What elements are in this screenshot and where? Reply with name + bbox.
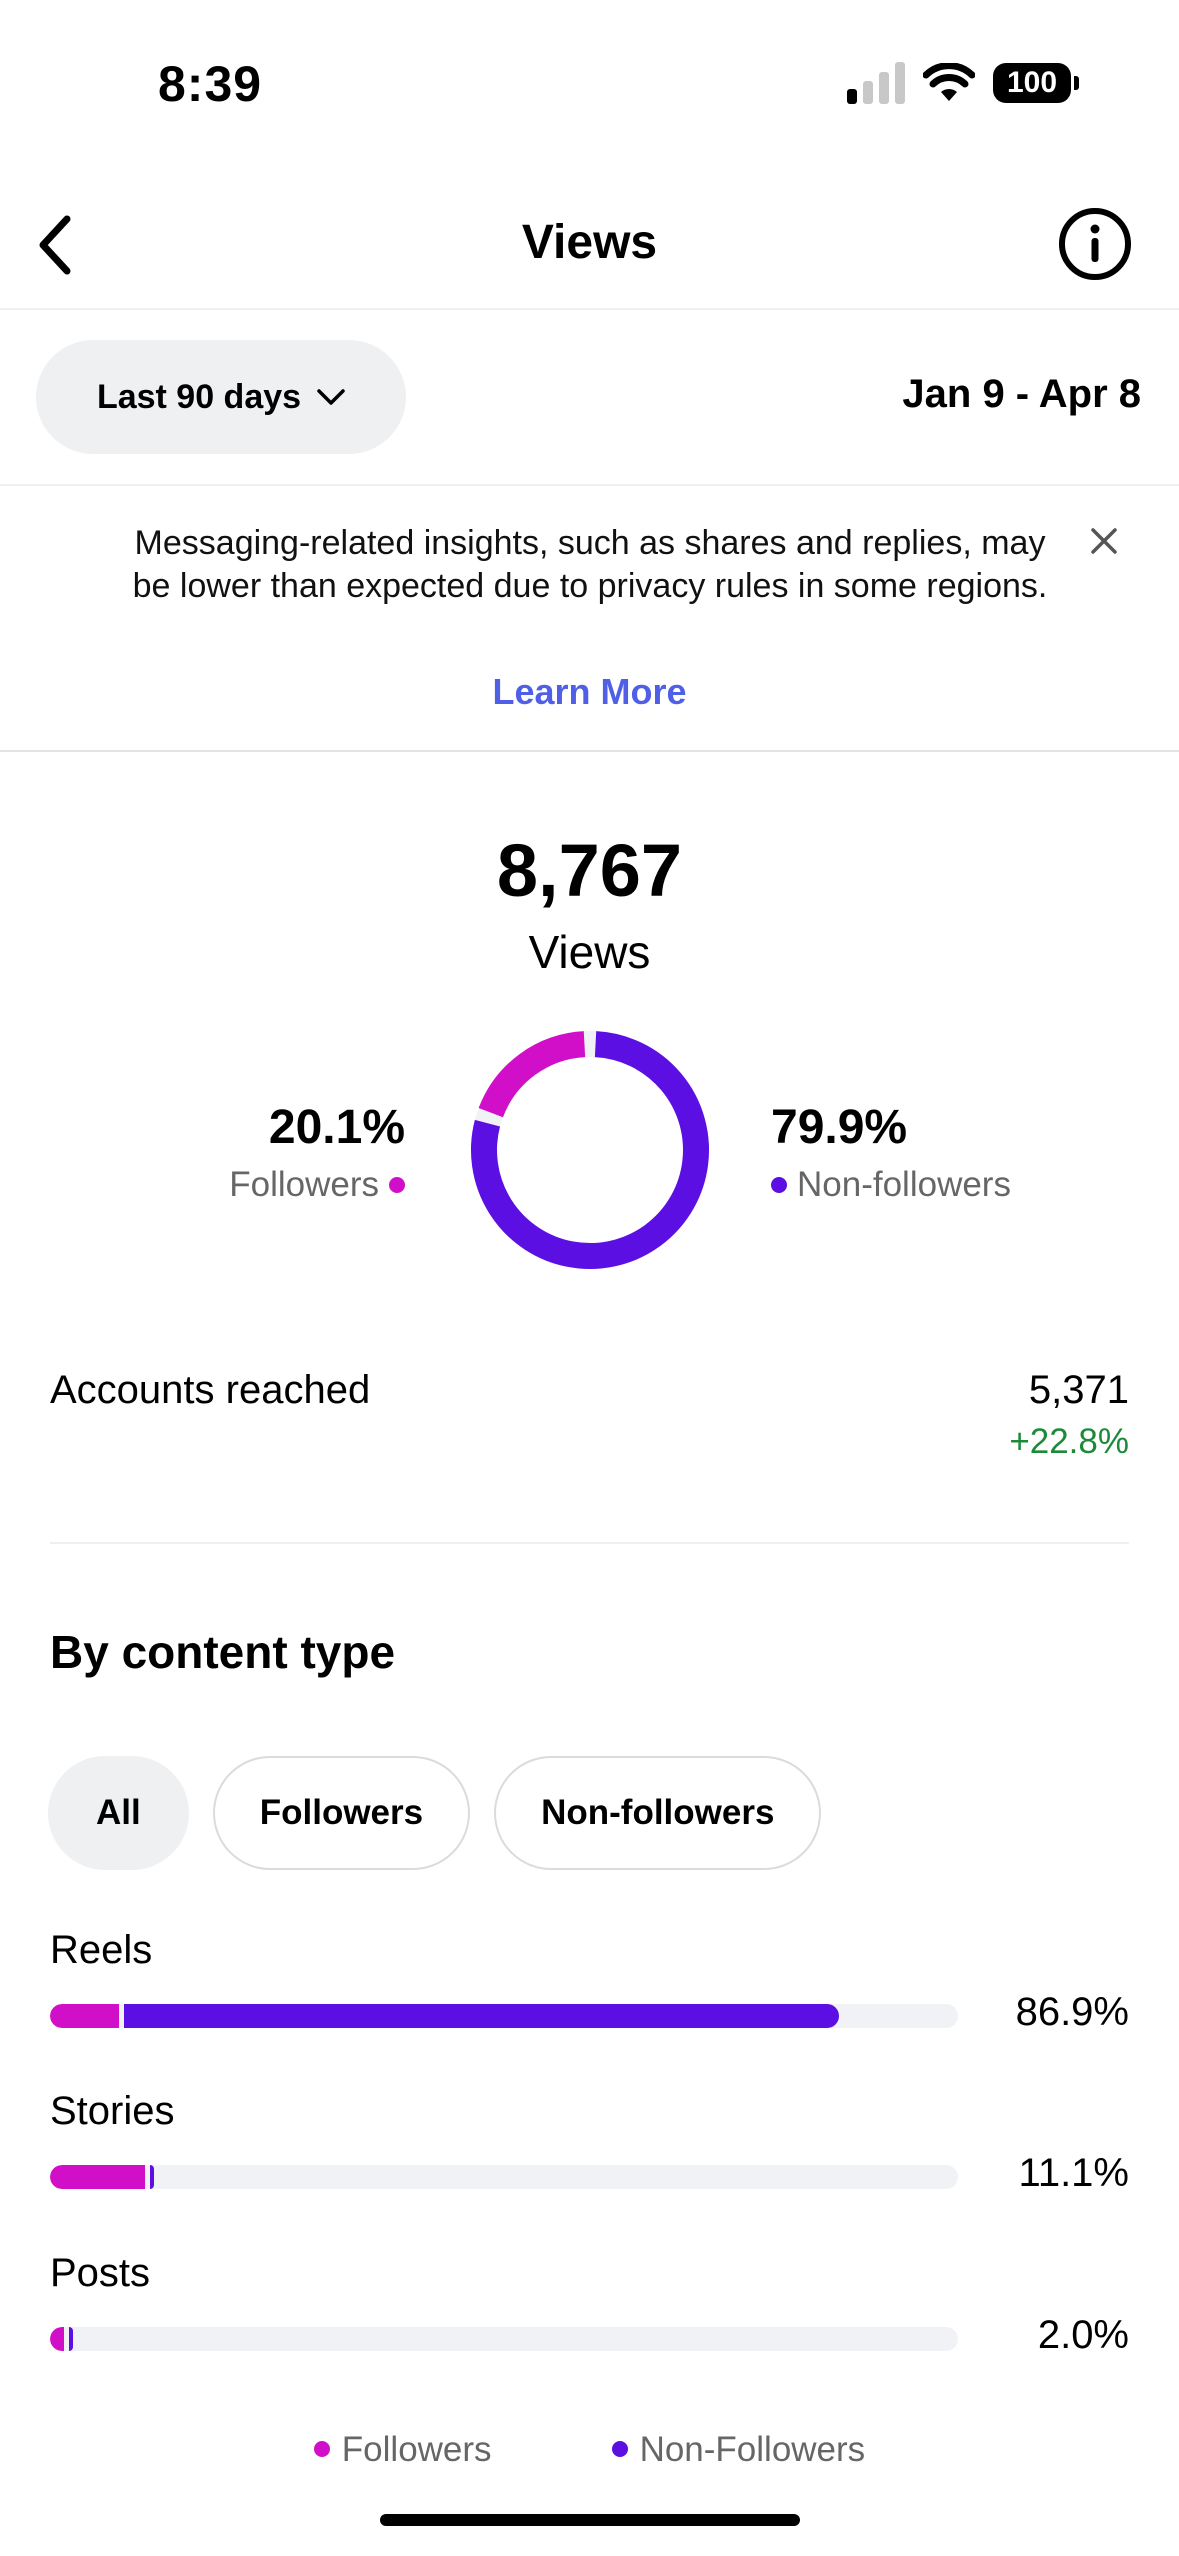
- close-icon: [1091, 528, 1117, 554]
- filter-nonfollowers[interactable]: Non-followers: [494, 1756, 822, 1870]
- bar-segment-nonfollowers: [150, 2165, 155, 2189]
- filter-all[interactable]: All: [48, 1756, 189, 1870]
- banner-text: Messaging-related insights, such as shar…: [132, 524, 1048, 605]
- followers-dot-icon: [389, 1177, 405, 1193]
- legend-item-followers: Followers: [313, 2428, 492, 2463]
- bar-segment-nonfollowers: [68, 2327, 73, 2351]
- date-range-label: Jan 9 - Apr 8: [902, 372, 1141, 416]
- date-range-row: Last 90 days Jan 9 - Apr 8: [0, 310, 1179, 486]
- legend-dot-icon: [313, 2441, 330, 2457]
- content-bar-track: [50, 2004, 958, 2028]
- accounts-reached-label: Accounts reached: [50, 1368, 371, 1412]
- home-indicator[interactable]: [380, 2514, 800, 2526]
- back-button[interactable]: [20, 210, 90, 280]
- wifi-icon: [923, 63, 975, 101]
- date-range-selected: Last 90 days: [96, 377, 302, 416]
- nav-bar: Views: [0, 180, 1179, 310]
- followers-label: Followers: [229, 1165, 379, 1204]
- bar-segment-followers: [50, 2327, 64, 2351]
- legend-item-nonfollowers: Non-Followers: [611, 2428, 866, 2463]
- chevron-down-icon: [317, 389, 345, 405]
- status-icons: 100: [847, 62, 1079, 104]
- legend-label: Followers: [341, 2429, 492, 2463]
- content-bar-track: [50, 2165, 958, 2189]
- date-range-dropdown[interactable]: Last 90 days: [36, 340, 406, 454]
- total-views-value: 8,767: [496, 829, 683, 912]
- content-label: Posts: [50, 2251, 151, 2295]
- content-row-posts: Posts 2.0%: [50, 2251, 1129, 2357]
- status-time: 8:39: [158, 56, 263, 112]
- content-percent: 2.0%: [1037, 2313, 1129, 2357]
- chevron-left-icon: [39, 215, 71, 275]
- battery-level: 100: [993, 63, 1071, 103]
- privacy-banner: Messaging-related insights, such as shar…: [0, 486, 1179, 752]
- followers-share: 20.1% Followers: [229, 1100, 405, 1205]
- nonfollowers-share: 79.9% Non-followers: [771, 1100, 1011, 1205]
- content-label: Reels: [50, 1928, 153, 1972]
- total-views-label: Views: [528, 926, 651, 978]
- legend-dot-icon: [611, 2441, 628, 2457]
- donut-segment-followers: [478, 1031, 586, 1118]
- nonfollowers-dot-icon: [771, 1177, 787, 1193]
- content-label: Stories: [50, 2089, 175, 2133]
- content-type-title: By content type: [50, 1626, 396, 1678]
- banner-close-button[interactable]: [1079, 516, 1129, 566]
- content-percent: 86.9%: [1015, 1990, 1129, 2034]
- followers-percent: 20.1%: [268, 1101, 405, 1154]
- accounts-reached-value: 5,371: [1028, 1368, 1129, 1412]
- section-divider: [50, 1542, 1129, 1544]
- content-bar-track: [50, 2327, 958, 2351]
- legend-label: Non-Followers: [639, 2429, 866, 2463]
- content-row-reels: Reels 86.9%: [50, 1928, 1129, 2034]
- cellular-signal-icon: [847, 62, 905, 104]
- accounts-reached-change: +22.8%: [1009, 1422, 1129, 1461]
- content-percent: 11.1%: [1018, 2151, 1129, 2195]
- nonfollowers-percent: 79.9%: [771, 1101, 908, 1154]
- learn-more-link[interactable]: Learn More: [492, 671, 687, 712]
- bar-segment-nonfollowers: [124, 2004, 840, 2028]
- info-icon[interactable]: [1057, 206, 1133, 282]
- nonfollowers-label: Non-followers: [797, 1165, 1011, 1204]
- chart-legend: Followers Non-Followers: [0, 2428, 1179, 2462]
- bar-segment-followers: [50, 2165, 146, 2189]
- followers-donut-chart: [471, 1031, 709, 1269]
- page-title: Views: [521, 216, 658, 269]
- donut-segment-nonfollowers: [471, 1031, 709, 1269]
- filter-followers[interactable]: Followers: [212, 1756, 471, 1870]
- bar-segment-followers: [50, 2004, 119, 2028]
- battery-icon: 100: [993, 63, 1079, 103]
- content-filter-tabs: All Followers Non-followers: [48, 1756, 822, 1870]
- status-bar: 8:39 100: [0, 0, 1179, 150]
- content-row-stories: Stories 11.1%: [50, 2089, 1129, 2195]
